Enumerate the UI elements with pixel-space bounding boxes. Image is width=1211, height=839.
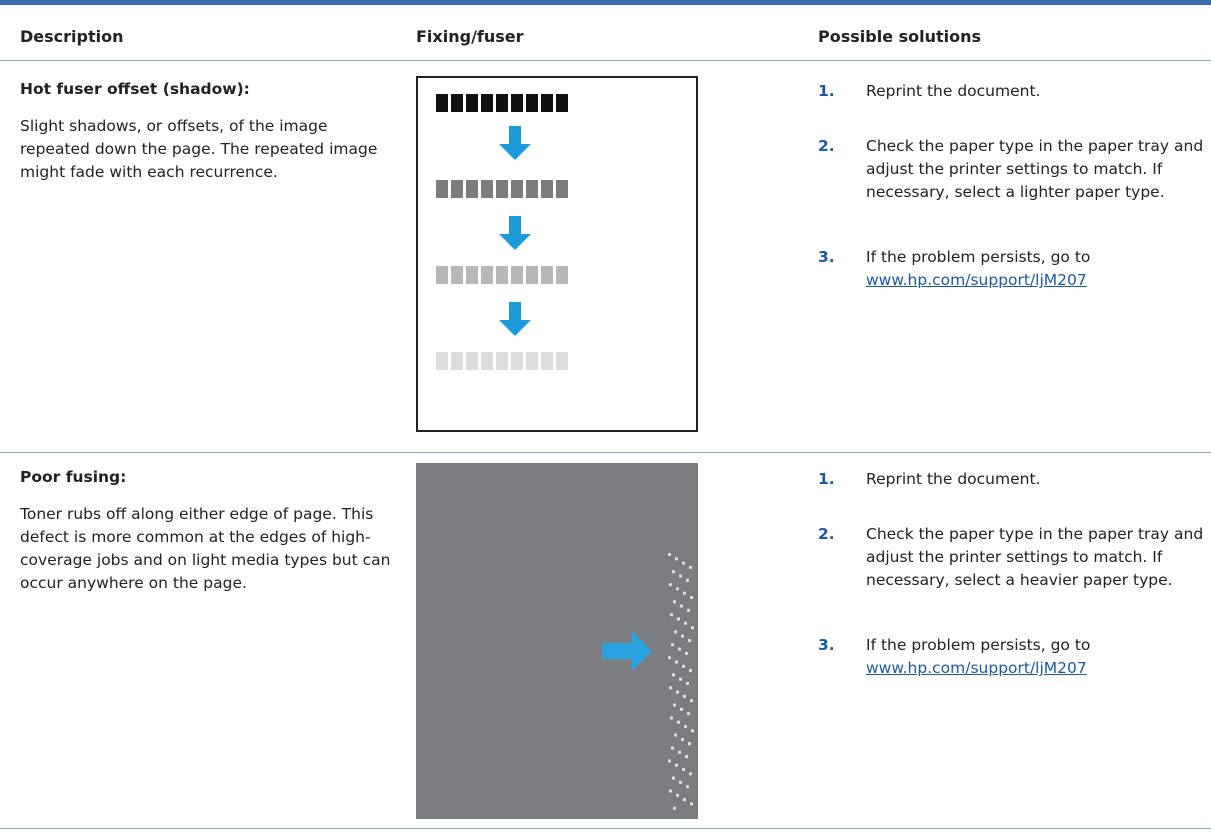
step-text: Reprint the document. [866,468,1208,491]
step-text-body: If the problem persists, go to [866,636,1091,654]
row-title: Hot fuser offset (shadow): [20,80,250,98]
poor-fusing-illustration [416,463,698,819]
header-image: Fixing/fuser [416,27,524,46]
solution-step: 3. If the problem persists, go to www.hp.c… [818,246,1208,292]
bar-row [436,94,568,370]
step-text: If the problem persists, go to www.hp.com… [866,634,1208,680]
step-text-body: Reprint the document. [866,470,1041,488]
row-divider [0,828,1211,829]
step-text-body: Reprint the document. [866,82,1041,100]
row-divider [0,452,1211,453]
row-description: Slight shadows, or offsets, of the image… [20,117,378,181]
header-description: Description [20,27,124,46]
step-text-body: Check the paper type in the paper tray a… [866,525,1204,589]
step-number: 3. [818,248,835,266]
step-text-body: Check the paper type in the paper tray a… [866,137,1204,201]
solution-step: 2. Check the paper type in the paper tray… [818,523,1208,592]
top-border [0,0,1211,5]
solution-step: 1. Reprint the document. [818,80,1208,103]
shadow-illustration [416,76,698,432]
step-text: If the problem persists, go to www.hp.com… [866,246,1208,292]
row-divider [0,60,1211,61]
step-number: 1. [818,470,835,488]
step-text: Check the paper type in the paper tray a… [866,523,1208,592]
step-number: 2. [818,525,835,543]
solution-step: 1. Reprint the document. [818,468,1208,491]
step-text-body: If the problem persists, go to [866,248,1091,266]
step-number: 3. [818,636,835,654]
step-number: 2. [818,137,835,155]
header-solutions: Possible solutions [818,27,982,46]
step-number: 1. [818,82,835,100]
solution-step: 3. If the problem persists, go to www.hp.c… [818,634,1208,680]
step-text: Check the paper type in the paper tray a… [866,135,1208,204]
step-text: Reprint the document. [866,80,1208,103]
row-title: Poor fusing: [20,468,127,486]
support-link[interactable]: www.hp.com/support/ljM207 [866,659,1087,677]
support-link[interactable]: www.hp.com/support/ljM207 [866,271,1087,289]
solution-step: 2. Check the paper type in the paper tray… [818,135,1208,204]
row-description: Toner rubs off along either edge of page… [20,505,391,592]
